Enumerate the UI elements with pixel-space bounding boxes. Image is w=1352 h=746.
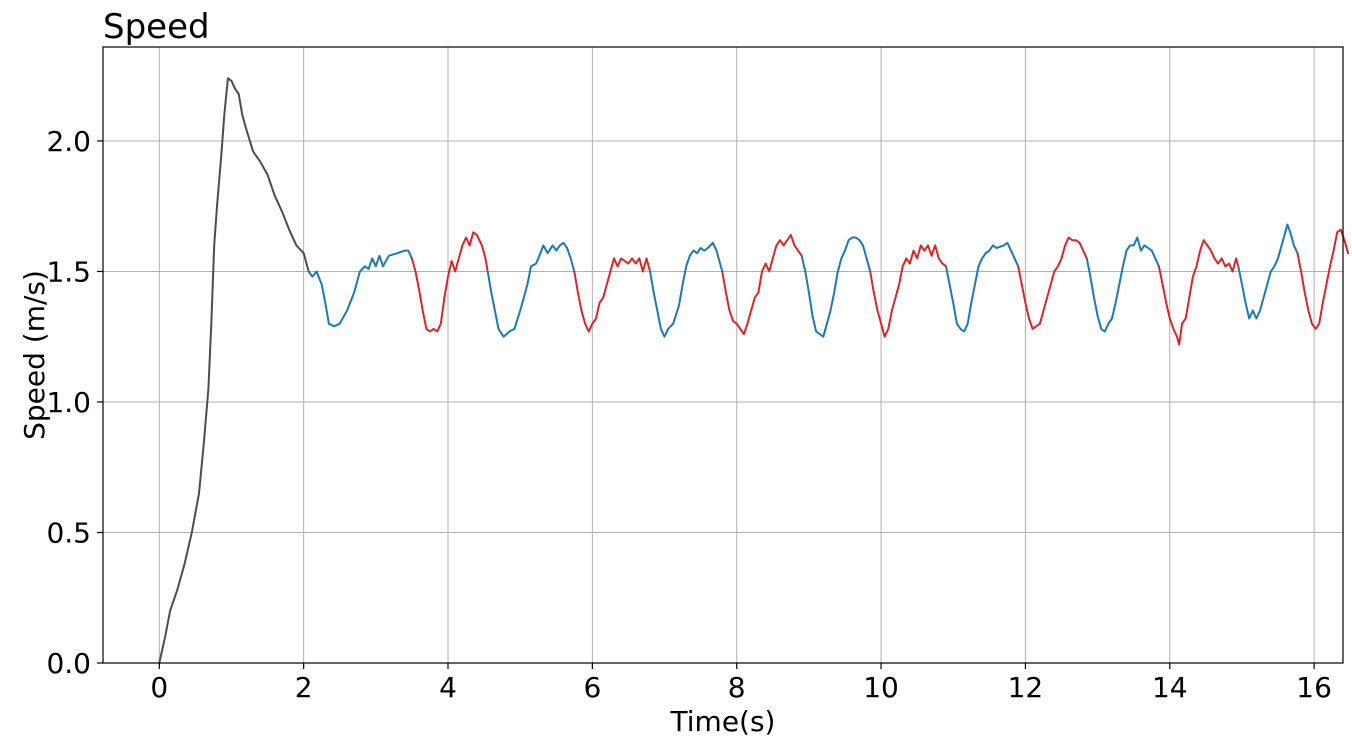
chart-title: Speed	[103, 7, 210, 47]
y-axis-ticks: 0.0 0.5 1.0 1.5 2.0	[46, 125, 103, 680]
y-tick-label: 1.0	[46, 386, 91, 419]
data-lines	[158, 77, 1350, 664]
y-tick-label: 0.0	[46, 647, 91, 680]
x-tick-label: 8	[728, 671, 746, 704]
speed-line-segment-13	[1157, 239, 1240, 346]
y-axis-label: Speed (m/s)	[18, 270, 51, 440]
x-tick-label: 4	[439, 671, 457, 704]
x-tick-label: 0	[150, 671, 168, 704]
x-tick-label: 2	[295, 671, 313, 704]
x-axis-label: Time(s)	[670, 705, 776, 738]
speed-line-segment-6	[649, 241, 724, 338]
x-tick-label: 14	[1152, 671, 1188, 704]
speed-line-segment-2	[307, 249, 413, 328]
x-axis-ticks: 0 2 4 6 8 10 12 14 16	[150, 663, 1332, 704]
speed-line-segment-7	[721, 233, 803, 336]
speed-line-segment-4	[486, 241, 576, 338]
speed-line-segment-1	[158, 77, 310, 664]
speed-line-segment-11	[1017, 236, 1088, 330]
y-tick-label: 2.0	[46, 125, 91, 158]
x-tick-label: 10	[863, 671, 899, 704]
x-tick-label: 16	[1296, 671, 1332, 704]
speed-line-segment-12	[1085, 236, 1160, 333]
speed-line-segment-3	[410, 231, 489, 333]
y-tick-label: 0.5	[46, 516, 91, 549]
speed-line-segment-14	[1237, 223, 1299, 320]
plot-frame	[102, 46, 1344, 664]
x-tick-label: 12	[1008, 671, 1044, 704]
y-tick-label: 1.5	[46, 255, 91, 288]
speed-line-segment-9	[869, 244, 947, 338]
speed-line-segment-15	[1296, 228, 1350, 330]
speed-line-segment-5	[573, 257, 652, 333]
x-tick-label: 6	[583, 671, 601, 704]
speed-line-segment-10	[945, 241, 1020, 333]
speed-line-segment-8	[800, 236, 872, 338]
